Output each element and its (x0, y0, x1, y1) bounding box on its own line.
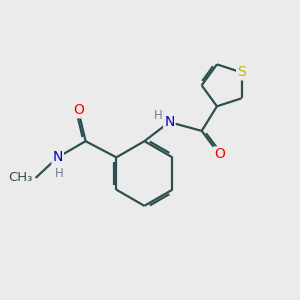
Text: O: O (73, 103, 84, 117)
Text: H: H (55, 167, 64, 180)
Text: CH₃: CH₃ (8, 171, 33, 184)
Text: N: N (164, 115, 175, 129)
Text: O: O (214, 147, 225, 161)
Text: N: N (52, 150, 63, 164)
Text: S: S (237, 65, 246, 80)
Text: H: H (154, 109, 163, 122)
